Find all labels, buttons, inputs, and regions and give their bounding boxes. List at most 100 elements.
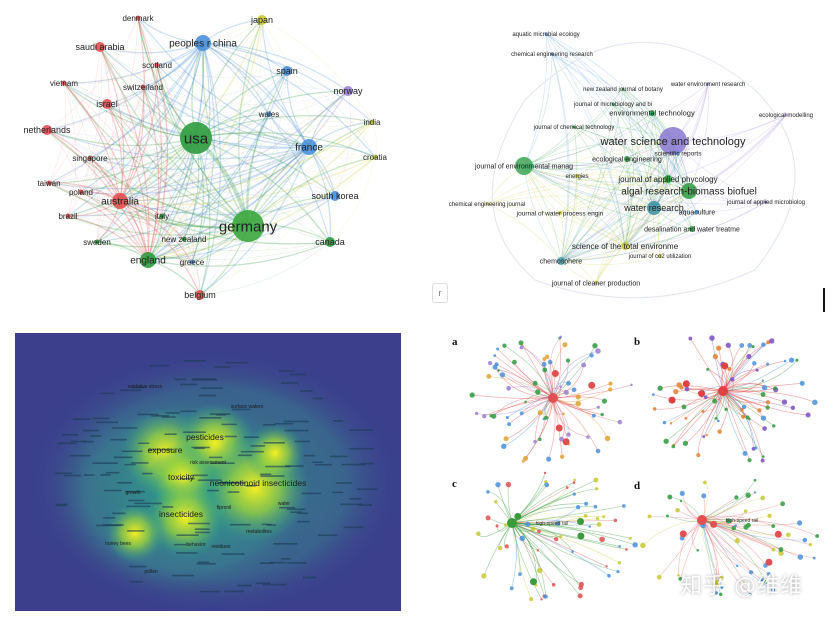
journal-node-dot [764,200,768,204]
country-node: poland [69,188,93,197]
country-node-dot [95,42,105,52]
panel-tab[interactable]: r [432,283,448,303]
country-node: netherlands [23,125,71,135]
journal-node-label: journal of environmental manag [474,163,573,170]
journal-node: chemical engineering research [511,52,593,58]
journal-node: chemical engineering journal [449,202,525,208]
country-node: new zealand [162,235,207,244]
country-node-dot [180,122,212,154]
country-node-label: israel [96,99,118,109]
country-node-label: new zealand [162,235,207,244]
heatmap-term: residues [212,544,231,550]
journal-node-dot [572,125,576,129]
journal-node-label: energies [565,174,588,180]
country-node: vietnam [50,79,78,88]
journal-node-label: chemosphere [540,258,583,265]
journal-node-label: scientific reports [655,150,703,157]
country-node: singapore [72,154,108,163]
country-node-dot [301,139,317,155]
subpanel-label-c: c [452,478,457,490]
country-node: australia [101,193,139,209]
country-node-dot [257,15,267,25]
country-node-dot [61,80,67,86]
journal-node: aquatic microbial ecology [512,32,579,38]
journal-node-label: science of the total environme [572,242,679,251]
journal-node-label: aquaculture [679,209,716,216]
country-node-label: sweden [83,238,111,247]
country-node: wales [258,110,279,119]
journal-node-dot [550,52,554,56]
country-node: brazil [58,212,77,221]
country-node-label: japan [250,15,273,25]
sub-network-a [469,335,633,463]
journal-node: science of the total environme [572,242,679,251]
country-node-label: netherlands [23,125,71,135]
country-node-label: switzerland [123,83,163,92]
country-network: usa germany peoples r china france spain japa… [23,14,388,300]
country-node: croatia [363,153,388,162]
journal-node-dot [515,157,533,175]
country-node: spain [276,66,298,76]
journal-node-dot [784,113,788,117]
country-node-dot [46,180,52,186]
journal-node-label: new zealand journal of botany [583,87,663,93]
country-node: canada [315,237,345,247]
country-node-label: denmark [122,14,154,23]
journal-node-label: chemical engineering research [511,52,593,58]
heatmap-minor-text [55,359,377,593]
journal-node-dot [664,175,672,183]
journal-node: water science and technology [600,127,746,155]
country-node-dot [154,62,160,68]
journal-node: journal of chemical technology [533,125,615,131]
heatmap-term: pollen [144,569,158,575]
journal-node-dot [558,211,562,215]
hub-label: high-speed rail [726,518,759,524]
country-node: peoples r china [169,35,237,51]
country-node-label: vietnam [50,79,78,88]
subpanel-label-b: b [634,336,641,348]
journal-node-label: journal of water process engin [516,210,604,217]
country-node: italy [155,212,169,221]
country-node: greece [180,258,205,267]
country-node: israel [96,99,118,109]
journal-node: desalination and water treatme [644,226,740,233]
journal-node: aquaculture [679,209,716,216]
divider-mark [823,288,825,312]
country-node-label: germany [219,218,278,235]
journal-node-dot [695,210,699,214]
journal-node: algal research-biomass biofuel [621,183,757,199]
country-node: denmark [122,14,154,23]
journal-node-label: ecological engineering [592,156,662,163]
heatmap-term: exposure [148,445,183,455]
journal-node-label: water research [623,203,684,213]
country-node: saudi arabia [75,42,125,52]
journal-node-label: aquatic microbial ecology [512,32,579,38]
journal-node-label: chemical engineering journal [449,202,525,208]
journal-node: ecological engineering [592,156,662,163]
heatmap-term: toxicity [168,472,195,482]
journal-node-dot [621,242,629,250]
country-node: belgium [184,290,216,300]
country-node-dot [330,191,340,201]
journal-node-label: journal of cleaner production [551,280,640,287]
country-node: switzerland [123,83,163,92]
country-node-label: taiwan [37,179,60,188]
subpanel-label-a: a [452,336,458,348]
journal-node: new zealand journal of botany [583,87,663,93]
density-heatmap-panel: exposure pesticides toxicity neonicotinoid … [15,333,401,611]
country-node-dot [189,259,195,265]
heatmap-term: behavior [186,542,206,548]
country-node-dot [195,35,211,51]
journal-node: energies [565,174,589,180]
country-node-dot [140,252,156,268]
sub-network-b [651,335,818,463]
journal-node-label: desalination and water treatme [644,226,740,233]
country-node-dot [65,213,71,219]
country-node-label: spain [276,66,298,76]
heatmap-term: honey bees [105,541,131,547]
country-node-label: brazil [58,212,77,221]
journal-node-label: journal of co2 utilization [628,254,692,260]
country-node-label: croatia [363,153,388,162]
heatmap-term: metabolites [246,529,272,535]
journal-node-dot [557,257,565,265]
